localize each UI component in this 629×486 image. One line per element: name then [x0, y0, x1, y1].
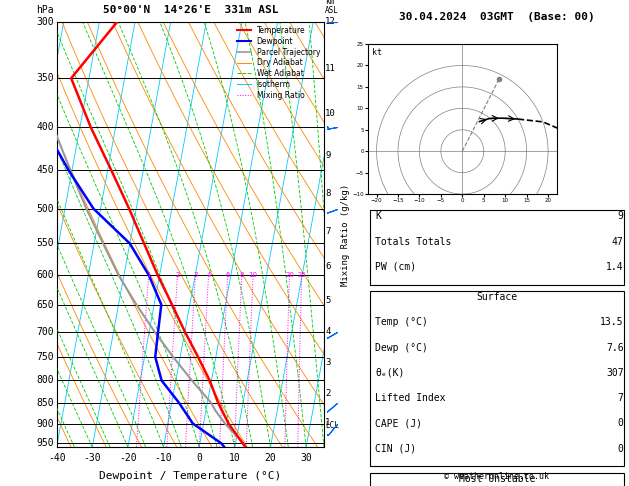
Text: LCL: LCL [325, 421, 339, 430]
Text: © weatheronline.co.uk: © weatheronline.co.uk [445, 472, 549, 481]
Text: 30: 30 [300, 453, 312, 464]
Text: 20: 20 [285, 272, 294, 278]
Text: 900: 900 [36, 418, 54, 429]
Text: 600: 600 [36, 270, 54, 280]
Bar [370, 210, 624, 285]
Text: 13.5: 13.5 [600, 317, 624, 328]
Text: 9: 9 [325, 151, 331, 160]
Text: 1.4: 1.4 [606, 262, 624, 272]
Text: 350: 350 [36, 73, 54, 83]
Text: 0: 0 [618, 418, 624, 429]
Text: 10: 10 [248, 272, 257, 278]
Text: Most Unstable: Most Unstable [459, 474, 535, 484]
Text: 10: 10 [325, 108, 336, 118]
Text: 11: 11 [325, 64, 336, 73]
Text: 850: 850 [36, 398, 54, 408]
Text: Temp (°C): Temp (°C) [376, 317, 428, 328]
Text: 950: 950 [36, 438, 54, 448]
Text: 0: 0 [196, 453, 202, 464]
Text: 1: 1 [325, 418, 331, 427]
Text: 800: 800 [36, 376, 54, 385]
Text: Dewpoint / Temperature (°C): Dewpoint / Temperature (°C) [99, 470, 281, 481]
Text: PW (cm): PW (cm) [376, 262, 416, 272]
Text: 12: 12 [325, 17, 336, 26]
Text: CIN (J): CIN (J) [376, 444, 416, 454]
Text: hPa: hPa [36, 5, 54, 16]
Text: -30: -30 [84, 453, 101, 464]
Text: 20: 20 [265, 453, 276, 464]
Text: 4: 4 [206, 272, 211, 278]
Text: -10: -10 [155, 453, 172, 464]
Text: Dewp (°C): Dewp (°C) [376, 343, 428, 353]
Text: 1: 1 [147, 272, 151, 278]
Text: Totals Totals: Totals Totals [376, 237, 452, 247]
Text: 9: 9 [618, 211, 624, 222]
Text: 7.6: 7.6 [606, 343, 624, 353]
Text: 25: 25 [298, 272, 306, 278]
Text: 4: 4 [325, 327, 331, 336]
Text: 8: 8 [240, 272, 244, 278]
Text: kt: kt [372, 48, 382, 57]
Legend: Temperature, Dewpoint, Parcel Trajectory, Dry Adiabat, Wet Adiabat, Isotherm, Mi: Temperature, Dewpoint, Parcel Trajectory… [237, 26, 320, 100]
Text: K: K [376, 211, 381, 222]
Text: -20: -20 [119, 453, 136, 464]
Text: Mixing Ratio (g/kg): Mixing Ratio (g/kg) [341, 183, 350, 286]
Text: 6: 6 [325, 261, 331, 271]
Text: 700: 700 [36, 327, 54, 337]
Text: 7: 7 [618, 393, 624, 403]
Text: 3: 3 [193, 272, 198, 278]
Text: 2: 2 [175, 272, 180, 278]
Text: 307: 307 [606, 368, 624, 378]
Text: CAPE (J): CAPE (J) [376, 418, 423, 429]
Text: 400: 400 [36, 122, 54, 132]
Text: θₑ(K): θₑ(K) [376, 368, 405, 378]
Text: 2: 2 [325, 388, 331, 398]
Text: 500: 500 [36, 204, 54, 214]
Bar [370, 472, 624, 486]
Text: 0: 0 [618, 444, 624, 454]
Text: 50°00'N  14°26'E  331m ASL: 50°00'N 14°26'E 331m ASL [103, 5, 278, 16]
Text: 300: 300 [36, 17, 54, 27]
Text: 8: 8 [325, 189, 331, 198]
Bar [370, 291, 624, 467]
Text: 6: 6 [225, 272, 230, 278]
Text: 47: 47 [612, 237, 624, 247]
Text: Lifted Index: Lifted Index [376, 393, 446, 403]
Text: 30.04.2024  03GMT  (Base: 00): 30.04.2024 03GMT (Base: 00) [399, 12, 595, 22]
Text: 650: 650 [36, 299, 54, 310]
Text: 5: 5 [325, 295, 331, 305]
Text: Surface: Surface [476, 292, 518, 302]
Text: 450: 450 [36, 165, 54, 175]
Text: 550: 550 [36, 239, 54, 248]
Text: 7: 7 [325, 227, 331, 236]
Text: 10: 10 [229, 453, 241, 464]
Text: -40: -40 [48, 453, 65, 464]
Text: 750: 750 [36, 352, 54, 362]
Text: 3: 3 [325, 358, 331, 367]
Text: km
ASL: km ASL [325, 0, 339, 16]
